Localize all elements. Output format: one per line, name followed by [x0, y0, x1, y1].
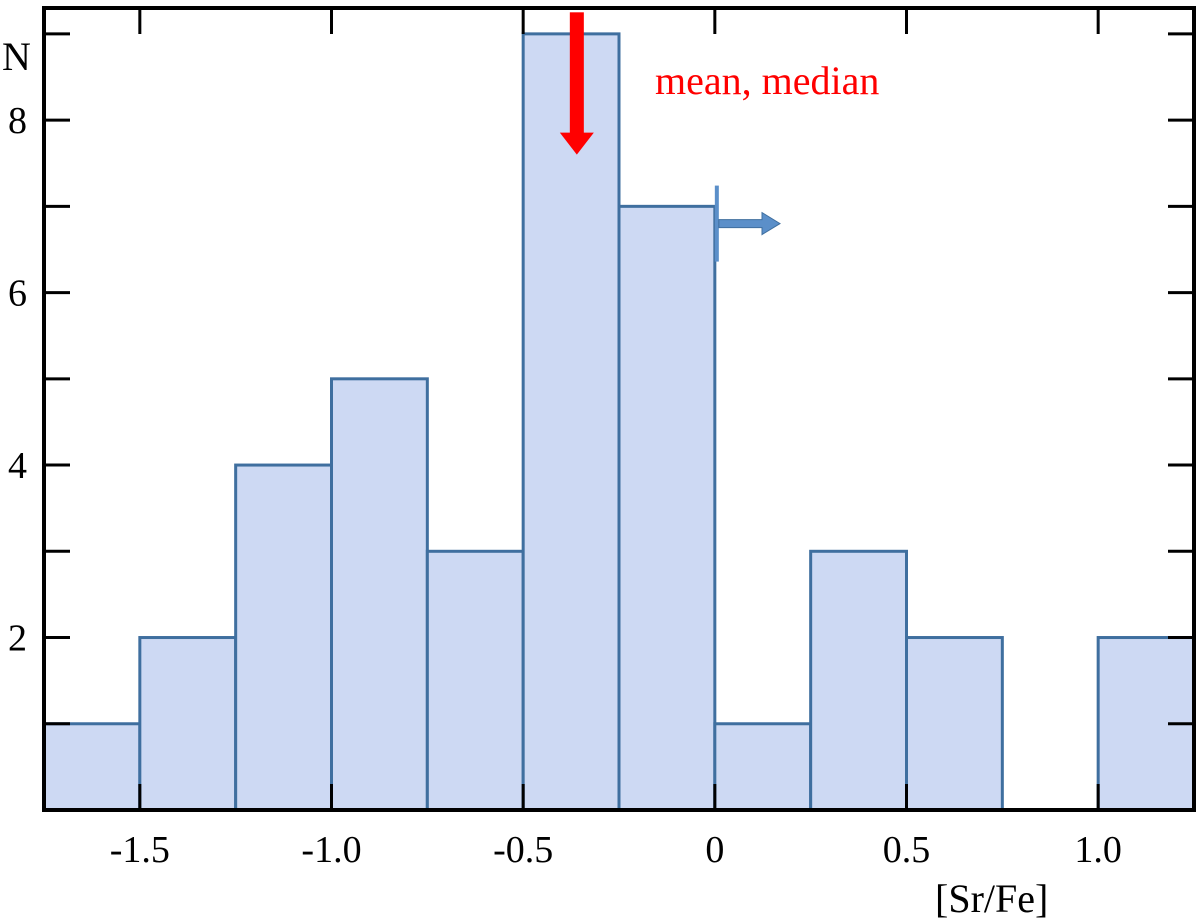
- mean-median-arrow: [559, 12, 594, 155]
- histogram-bar: [138, 636, 238, 812]
- x-tick-labels: -1.5 -1.0 -0.5 0 0.5 1.0: [110, 829, 1122, 871]
- y-axis-label: N: [2, 34, 31, 79]
- y-tick-label: 4: [8, 445, 27, 487]
- y-tick-label: 6: [8, 273, 27, 315]
- x-tick-label: -0.5: [493, 829, 553, 871]
- histogram-bar: [425, 549, 525, 812]
- histogram-bar: [809, 549, 909, 812]
- arrow-head: [559, 132, 594, 155]
- x-axis-label: [Sr/Fe]: [935, 876, 1048, 921]
- histogram-bar: [905, 636, 1004, 812]
- histogram-bar: [42, 722, 142, 812]
- y-tick-labels: 2 4 6 8: [8, 100, 27, 659]
- x-tick-label: 1.0: [1074, 829, 1122, 871]
- x-tick-label: 0.5: [883, 829, 931, 871]
- limit-bar: [714, 185, 719, 262]
- histogram-bar: [234, 463, 334, 812]
- plot-frame: [42, 6, 1196, 812]
- arrow-shaft: [569, 12, 584, 135]
- histogram-bar: [713, 722, 813, 812]
- x-tick-label: -1.5: [110, 829, 170, 871]
- y-tick-label: 8: [8, 100, 27, 142]
- y-tick-label: 2: [8, 618, 27, 660]
- histogram-bar: [330, 377, 429, 812]
- limit-arrow-head: [718, 211, 781, 236]
- x-tick-label: 0: [705, 829, 724, 871]
- axis-ticks: [44, 8, 1194, 810]
- x-tick-label: -1.0: [301, 829, 361, 871]
- histogram-bars: [42, 32, 1196, 812]
- lower-limit-arrow: [714, 185, 781, 262]
- histogram-bar: [521, 32, 621, 812]
- mean-median-label: mean, median: [655, 58, 879, 103]
- histogram-bar: [617, 204, 717, 812]
